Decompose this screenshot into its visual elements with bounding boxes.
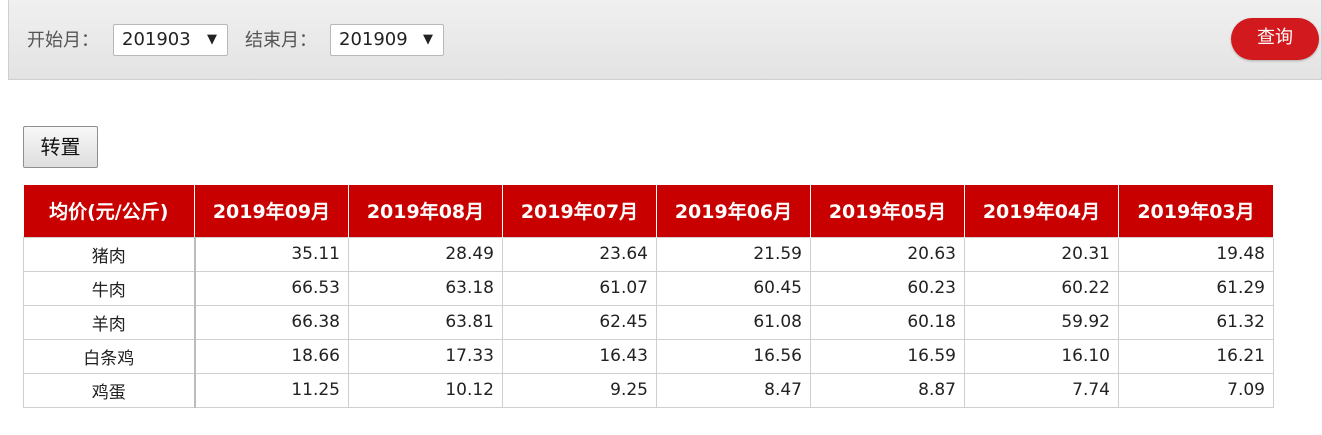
start-month-value: 201903 [122,29,191,50]
price-cell: 60.23 [810,270,965,306]
price-cell: 10.12 [348,372,503,408]
caret-down-icon: ▼ [423,32,433,47]
caret-down-icon: ▼ [207,32,217,47]
table-header-row: 均价(元/公斤) 2019年09月 2019年08月 2019年07月 2019… [23,185,1274,237]
price-cell: 9.25 [502,372,657,408]
row-name: 牛肉 [23,270,196,306]
table-row: 牛肉 66.53 63.18 61.07 60.45 60.23 60.22 6… [23,270,1274,306]
end-month-select[interactable]: 201909 ▼ [330,24,444,56]
price-cell: 61.07 [502,270,657,306]
price-cell: 17.33 [348,338,503,374]
column-header: 2019年07月 [502,185,657,237]
price-cell: 59.92 [964,304,1119,340]
column-header: 2019年03月 [1118,185,1274,237]
row-name: 白条鸡 [23,338,196,374]
price-table: 均价(元/公斤) 2019年09月 2019年08月 2019年07月 2019… [23,185,1274,408]
query-button[interactable]: 查询 [1231,18,1319,60]
row-name: 羊肉 [23,304,196,340]
price-cell: 35.11 [194,236,349,272]
price-cell: 11.25 [194,372,349,408]
price-cell: 21.59 [656,236,811,272]
price-cell: 20.31 [964,236,1119,272]
column-header: 2019年04月 [964,185,1119,237]
price-cell: 60.22 [964,270,1119,306]
price-cell: 63.81 [348,304,503,340]
price-cell: 66.53 [194,270,349,306]
price-cell: 23.64 [502,236,657,272]
row-name: 鸡蛋 [23,372,196,408]
price-cell: 16.10 [964,338,1119,374]
price-cell: 28.49 [348,236,503,272]
column-header: 2019年09月 [194,185,349,237]
price-cell: 7.74 [964,372,1119,408]
transpose-button[interactable]: 转置 [23,126,98,168]
end-month-value: 201909 [339,29,408,50]
price-cell: 16.56 [656,338,811,374]
price-cell: 8.47 [656,372,811,408]
end-month-label: 结束月： [245,30,317,51]
column-header: 均价(元/公斤) [23,185,195,237]
price-cell: 19.48 [1118,236,1274,272]
table-row: 羊肉 66.38 63.81 62.45 61.08 60.18 59.92 6… [23,304,1274,340]
price-cell: 63.18 [348,270,503,306]
price-cell: 20.63 [810,236,965,272]
table-row: 白条鸡 18.66 17.33 16.43 16.56 16.59 16.10 … [23,338,1274,374]
price-cell: 60.45 [656,270,811,306]
price-cell: 60.18 [810,304,965,340]
start-month-label: 开始月： [27,30,99,51]
price-cell: 66.38 [194,304,349,340]
price-cell: 7.09 [1118,372,1274,408]
price-cell: 18.66 [194,338,349,374]
column-header: 2019年05月 [810,185,965,237]
column-header: 2019年06月 [656,185,811,237]
table-row: 猪肉 35.11 28.49 23.64 21.59 20.63 20.31 1… [23,236,1274,272]
price-cell: 61.32 [1118,304,1274,340]
price-cell: 61.29 [1118,270,1274,306]
table-row: 鸡蛋 11.25 10.12 9.25 8.47 8.87 7.74 7.09 [23,372,1274,408]
price-cell: 16.43 [502,338,657,374]
price-cell: 61.08 [656,304,811,340]
start-month-select[interactable]: 201903 ▼ [113,24,228,56]
column-header: 2019年08月 [348,185,503,237]
price-cell: 16.21 [1118,338,1274,374]
price-cell: 62.45 [502,304,657,340]
price-cell: 8.87 [810,372,965,408]
row-name: 猪肉 [23,236,196,272]
price-cell: 16.59 [810,338,965,374]
filter-bar: 开始月： 201903 ▼ 结束月： 201909 ▼ 查询 [8,0,1322,80]
